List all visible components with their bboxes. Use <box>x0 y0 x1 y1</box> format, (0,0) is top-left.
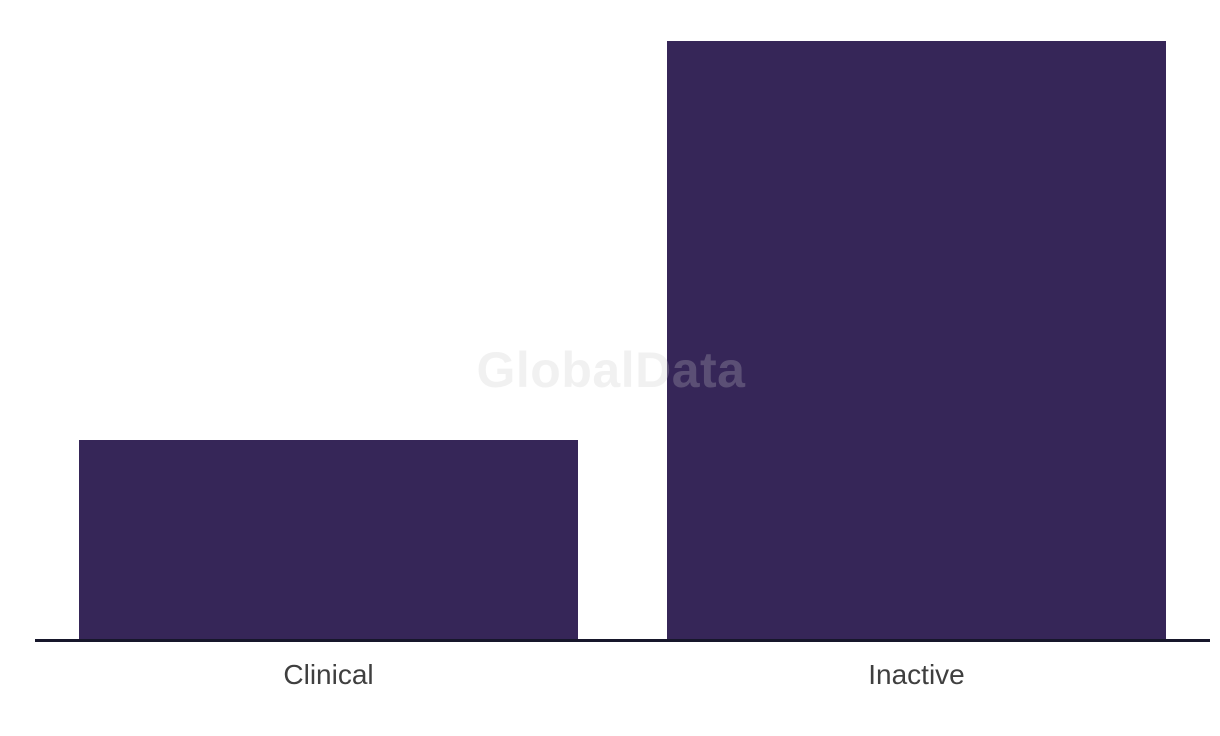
bar-inactive <box>667 41 1166 639</box>
x-axis-line <box>35 639 1210 642</box>
plot-area <box>35 41 1210 639</box>
bar-clinical <box>79 440 578 639</box>
x-axis-labels: Clinical Inactive <box>35 657 1210 693</box>
x-axis-label-inactive: Inactive <box>868 659 965 690</box>
x-axis-label-clinical: Clinical <box>283 659 374 690</box>
